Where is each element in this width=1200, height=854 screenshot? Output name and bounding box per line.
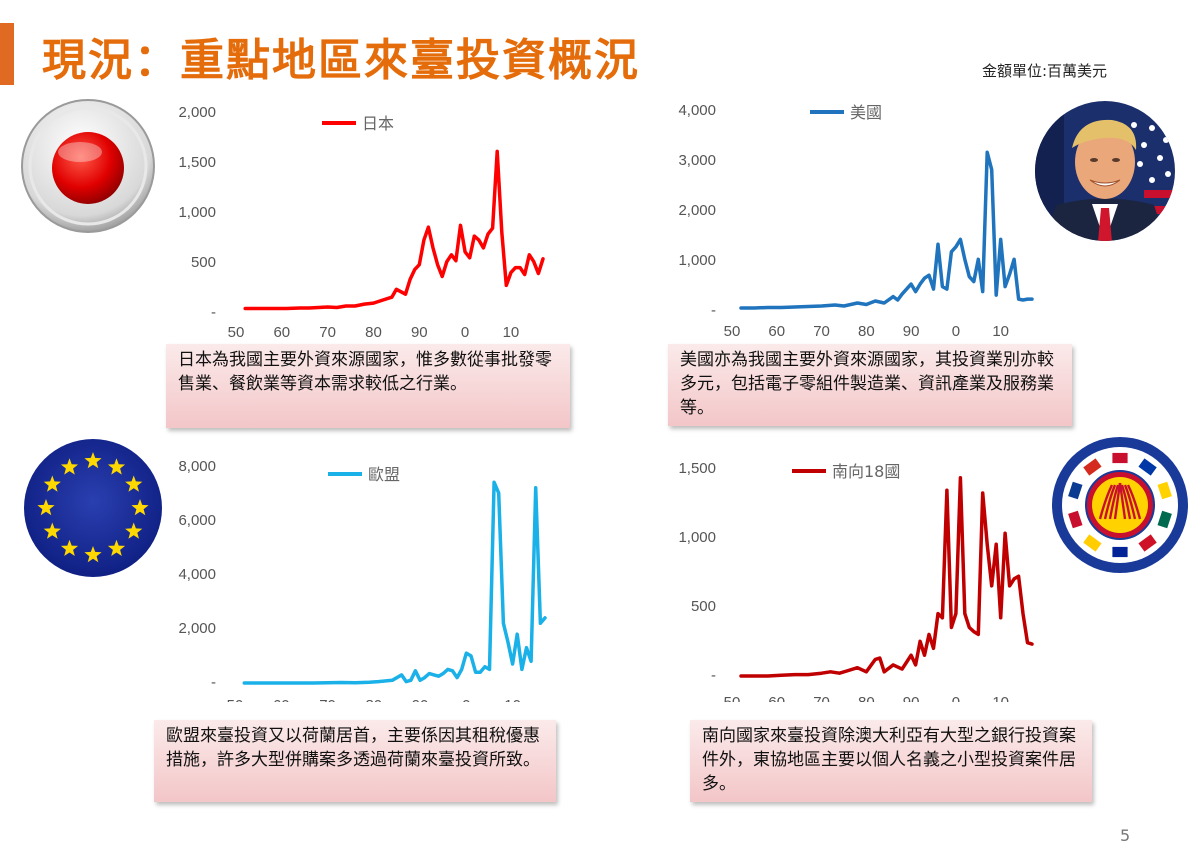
us-president-photo-icon: [1034, 100, 1176, 246]
y-tick-label: -: [711, 302, 716, 319]
y-tick-label: 1,000: [178, 204, 216, 221]
asean-emblem-icon: [1050, 435, 1190, 579]
x-tick-label: 0: [462, 697, 470, 702]
legend-label: 日本: [362, 114, 394, 133]
y-tick-label: 1,000: [678, 529, 716, 546]
asean-member-flag: [1111, 452, 1129, 464]
x-tick-label: 50: [227, 697, 244, 702]
japan-flag-icon: [18, 94, 158, 243]
eu-star: [60, 458, 79, 475]
y-tick-label: -: [211, 304, 216, 321]
x-tick-label: 0: [461, 324, 469, 341]
asean-member-flag: [1156, 480, 1173, 501]
chart-south-svg: 1,500 1,000 500 - 50 60 70 80 90 0 10 南向18國: [678, 460, 1034, 702]
eu-star: [125, 522, 143, 539]
x-tick-label: 80: [858, 694, 875, 702]
note-japan: 日本為我國主要外資來源國家，惟多數從事批發零售業、餐飲業等資本需求較低之行業。: [166, 344, 570, 428]
y-tick-label: 2,000: [678, 202, 716, 219]
asean-member-flag: [1137, 533, 1158, 553]
chart-japan: 2,000 1,500 1,000 500 -50 60 70 80 90 0 10 日本: [160, 95, 560, 345]
eu-flag-icon: [22, 438, 164, 582]
chart-eu-svg: 8,000 6,000 4,000 2,000 - 50 60 70 80 90 0 10 歐盟: [178, 458, 547, 702]
eu-star: [107, 458, 126, 475]
x-tick-label: 80: [365, 697, 382, 702]
x-tick-label: 90: [903, 323, 920, 340]
x-tick-label: 10: [503, 324, 520, 341]
y-tick-label: -: [211, 674, 216, 691]
x-tick-label: 10: [504, 697, 521, 702]
y-tick-label: 8,000: [178, 458, 216, 475]
eu-star: [43, 522, 61, 539]
eu-star: [37, 499, 55, 516]
y-tick-label: 3,000: [678, 152, 716, 169]
y-tick-label: 1,500: [678, 460, 716, 477]
asean-member-flag: [1067, 480, 1084, 501]
y-tick-label: 500: [191, 254, 216, 271]
x-tick-label: 50: [228, 324, 245, 341]
x-tick-label: 0: [952, 694, 960, 702]
chart-japan-svg: 2,000 1,500 1,000 500 -50 60 70 80 90 0 10 日本: [178, 104, 545, 341]
eu-star: [84, 452, 102, 469]
asean-member-flag: [1111, 546, 1129, 558]
y-tick-label: 4,000: [178, 566, 216, 583]
x-tick-label: 10: [992, 694, 1009, 702]
x-tick-label: 90: [412, 697, 429, 702]
legend-label: 美國: [850, 103, 882, 122]
series-line-0: [739, 475, 1034, 678]
eu-star: [107, 539, 126, 556]
x-tick-label: 60: [273, 324, 290, 341]
x-tick-label: 0: [952, 323, 960, 340]
asean-member-flag: [1067, 509, 1084, 530]
x-tick-label: 90: [411, 324, 428, 341]
legend-label: 歐盟: [368, 465, 400, 484]
series-line-0: [242, 480, 547, 685]
x-tick-label: 60: [273, 697, 290, 702]
series-line-0: [243, 149, 545, 311]
page-number: 5: [1120, 826, 1131, 845]
asean-member-flag: [1082, 457, 1103, 477]
y-tick-label: 2,000: [178, 620, 216, 637]
y-tick-label: 1,000: [678, 252, 716, 269]
y-tick-label: 6,000: [178, 512, 216, 529]
x-tick-label: 80: [858, 323, 875, 340]
y-tick-label: 2,000: [178, 104, 216, 121]
x-tick-label: 50: [724, 694, 741, 702]
y-tick-label: 500: [691, 598, 716, 615]
x-tick-label: 70: [813, 694, 830, 702]
chart-south: 1,500 1,000 500 - 50 60 70 80 90 0 10 南向18國: [660, 452, 1060, 702]
x-tick-label: 10: [992, 323, 1009, 340]
x-tick-label: 60: [768, 323, 785, 340]
unit-label: 金額單位:百萬美元: [982, 62, 1108, 80]
eu-star: [43, 475, 61, 492]
chart-usa: 4,000 3,000 2,000 1,000 -50 60 70 80 90 0 10 美國: [660, 95, 1060, 345]
eu-star: [84, 546, 102, 563]
chart-usa-svg: 4,000 3,000 2,000 1,000 -50 60 70 80 90 0 10 美國: [678, 102, 1034, 340]
eu-star: [131, 499, 149, 516]
note-usa: 美國亦為我國主要外資來源國家，其投資業別亦較多元，包括電子零組件製造業、資訊產業…: [668, 344, 1072, 426]
legend-label: 南向18國: [832, 462, 900, 481]
x-tick-label: 70: [813, 323, 830, 340]
title-accent-bar: [0, 23, 14, 85]
asean-member-flag: [1156, 509, 1173, 530]
y-tick-label: -: [711, 667, 716, 684]
page-title: 現況：重點地區來臺投資概況: [42, 35, 640, 86]
series-line-0: [739, 150, 1034, 310]
asean-member-flag: [1137, 457, 1158, 477]
x-tick-label: 60: [768, 694, 785, 702]
y-tick-label: 1,500: [178, 154, 216, 171]
eu-star: [60, 539, 79, 556]
chart-eu: 8,000 6,000 4,000 2,000 - 50 60 70 80 90 0 10 歐盟: [160, 452, 560, 702]
note-south: 南向國家來臺投資除澳大利亞有大型之銀行投資案件外，東協地區主要以個人名義之小型投…: [690, 720, 1092, 802]
x-tick-label: 70: [319, 324, 336, 341]
y-tick-label: 4,000: [678, 102, 716, 119]
x-tick-label: 90: [903, 694, 920, 702]
note-eu: 歐盟來臺投資又以荷蘭居首，主要係因其租稅優惠措施，許多大型併購案多透過荷蘭來臺投…: [154, 720, 556, 802]
x-tick-label: 70: [319, 697, 336, 702]
asean-member-flag: [1082, 533, 1103, 553]
eu-star: [125, 475, 143, 492]
x-tick-label: 80: [365, 324, 382, 341]
x-tick-label: 50: [724, 323, 741, 340]
